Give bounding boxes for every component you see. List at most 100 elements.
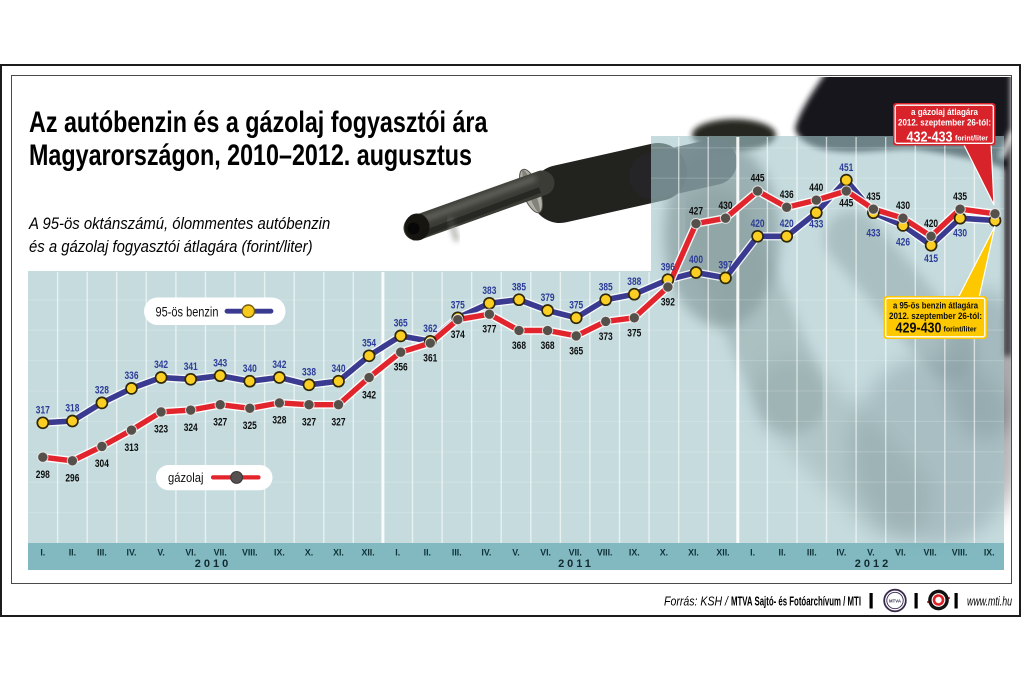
svg-text:385: 385: [599, 281, 613, 293]
svg-text:445: 445: [751, 173, 765, 185]
svg-text:430: 430: [953, 228, 967, 240]
svg-text:336: 336: [125, 370, 139, 382]
svg-text:www.mti.hu: www.mti.hu: [967, 594, 1012, 609]
svg-text:328: 328: [272, 415, 286, 427]
svg-text:429-430: 429-430: [896, 320, 942, 337]
svg-text:II.: II.: [779, 548, 786, 558]
svg-text:427: 427: [689, 205, 703, 217]
svg-text:IV.: IV.: [836, 548, 846, 558]
svg-text:420: 420: [924, 218, 938, 230]
svg-text:313: 313: [125, 442, 139, 454]
svg-text:324: 324: [184, 422, 199, 434]
svg-text:365: 365: [569, 345, 583, 357]
svg-text:V.: V.: [157, 548, 165, 558]
svg-text:341: 341: [184, 361, 198, 373]
svg-text:VI.: VI.: [540, 548, 551, 558]
svg-text:340: 340: [332, 363, 346, 375]
svg-text:XII.: XII.: [361, 548, 374, 558]
svg-text:445: 445: [839, 198, 853, 210]
svg-text:361: 361: [423, 353, 437, 365]
svg-text:433: 433: [809, 219, 823, 231]
svg-text:IX.: IX.: [984, 548, 995, 558]
svg-text:323: 323: [154, 424, 168, 436]
svg-text:X.: X.: [305, 548, 313, 558]
svg-text:397: 397: [719, 260, 733, 272]
svg-text:IV.: IV.: [481, 548, 491, 558]
svg-text:374: 374: [451, 329, 466, 341]
svg-text:342: 342: [154, 359, 168, 371]
svg-text:IX.: IX.: [274, 548, 285, 558]
svg-text:365: 365: [394, 318, 408, 330]
svg-text:VI.: VI.: [185, 548, 196, 558]
svg-text:354: 354: [362, 338, 377, 350]
svg-text:I.: I.: [750, 548, 755, 558]
svg-text:95-ös benzin: 95-ös benzin: [156, 305, 219, 320]
svg-text:373: 373: [599, 331, 613, 343]
svg-text:440: 440: [809, 182, 823, 194]
svg-text:327: 327: [302, 417, 316, 429]
svg-text:392: 392: [661, 297, 675, 309]
svg-text:X.: X.: [660, 548, 668, 558]
svg-text:IV.: IV.: [127, 548, 137, 558]
svg-text:VII.: VII.: [569, 548, 582, 558]
svg-text:420: 420: [751, 218, 765, 230]
svg-text:343: 343: [213, 357, 227, 369]
svg-text:325: 325: [243, 420, 257, 432]
svg-text:II.: II.: [69, 548, 76, 558]
svg-text:400: 400: [689, 254, 703, 266]
svg-text:432-433: 432-433: [907, 128, 953, 145]
svg-text:forint/liter: forint/liter: [944, 325, 977, 334]
svg-text:MTVA: MTVA: [889, 598, 902, 603]
svg-text:2010: 2010: [195, 558, 231, 570]
svg-text:forint/liter: forint/liter: [955, 133, 988, 142]
svg-text:XI.: XI.: [688, 548, 699, 558]
svg-text:426: 426: [896, 236, 910, 248]
svg-text:375: 375: [627, 327, 641, 339]
svg-text:451: 451: [839, 162, 853, 174]
svg-text:435: 435: [953, 191, 967, 203]
svg-text:V.: V.: [512, 548, 520, 558]
svg-text:342: 342: [272, 359, 286, 371]
svg-text:436: 436: [780, 189, 794, 201]
svg-text:gázolaj: gázolaj: [168, 470, 204, 485]
svg-text:VII.: VII.: [923, 548, 936, 558]
svg-text:396: 396: [661, 261, 675, 273]
svg-text:340: 340: [243, 363, 257, 375]
svg-text:385: 385: [512, 281, 526, 293]
svg-text:MTVA Sajtó- és Fotóarchívum /: MTVA Sajtó- és Fotóarchívum / MTI: [731, 594, 861, 609]
svg-text:368: 368: [541, 340, 555, 352]
svg-text:VIII.: VIII.: [242, 548, 258, 558]
svg-text:379: 379: [541, 292, 555, 304]
svg-text:342: 342: [362, 389, 376, 401]
svg-text:317: 317: [36, 405, 50, 417]
svg-text:a 95-ös benzin átlagára: a 95-ös benzin átlagára: [893, 301, 979, 311]
svg-text:420: 420: [780, 218, 794, 230]
svg-text:III.: III.: [452, 548, 462, 558]
svg-text:VII.: VII.: [214, 548, 227, 558]
svg-text:430: 430: [719, 200, 733, 212]
svg-text:III.: III.: [97, 548, 107, 558]
svg-text:2012. szeptember 26-tól:: 2012. szeptember 26-tól:: [898, 118, 991, 128]
svg-text:328: 328: [95, 385, 109, 397]
svg-text:383: 383: [482, 285, 496, 297]
svg-text:415: 415: [924, 253, 938, 265]
svg-text:298: 298: [36, 469, 50, 481]
svg-text:433: 433: [866, 228, 880, 240]
svg-text:2012. szeptember 26-tól:: 2012. szeptember 26-tól:: [889, 311, 982, 321]
svg-text:430: 430: [896, 200, 910, 212]
svg-text:III.: III.: [807, 548, 817, 558]
svg-text:I.: I.: [395, 548, 400, 558]
svg-text:IX.: IX.: [629, 548, 640, 558]
svg-text:318: 318: [65, 403, 79, 415]
svg-text:a gázolaj átlagára: a gázolaj átlagára: [911, 107, 979, 117]
svg-text:2011: 2011: [558, 558, 594, 570]
svg-text:327: 327: [213, 417, 227, 429]
svg-text:388: 388: [627, 276, 641, 288]
svg-text:296: 296: [65, 473, 79, 485]
svg-text:356: 356: [394, 362, 408, 374]
svg-text:375: 375: [569, 300, 583, 312]
svg-text:304: 304: [95, 458, 110, 470]
svg-text:VIII.: VIII.: [597, 548, 613, 558]
svg-text:2012: 2012: [855, 558, 891, 570]
svg-text:VIII.: VIII.: [952, 548, 968, 558]
